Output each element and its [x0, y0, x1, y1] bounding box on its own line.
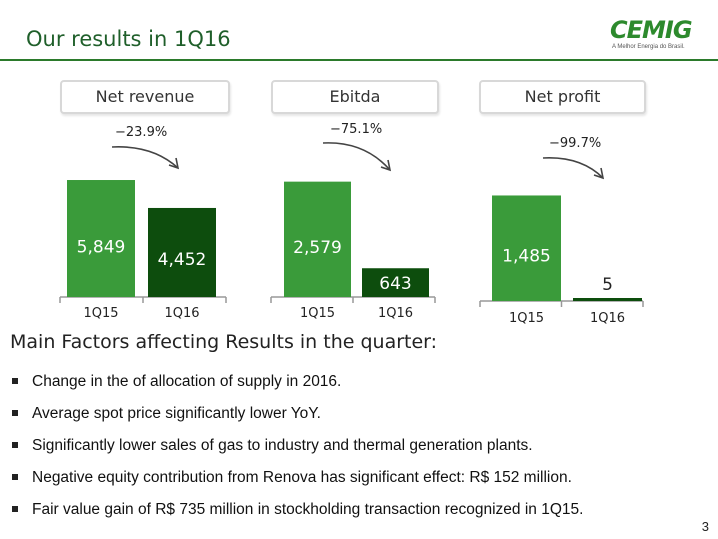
list-item: Negative equity contribution from Renova…: [12, 469, 583, 501]
list-item: Change in the of allocation of supply in…: [12, 373, 583, 405]
net-profit-value-label: 1,485: [502, 247, 551, 267]
results-bar-charts: 5,849 1Q15 4,452 1Q16 2,579 1Q15 643 1Q16 1,485 1…: [59, 142, 644, 326]
net-revenue-value-label: 5,849: [77, 237, 126, 257]
net-profit-arrowhead-icon: [593, 167, 605, 180]
net-profit-value-label: 5: [602, 275, 613, 295]
ebitda-category-label: 1Q16: [378, 306, 413, 321]
section-heading: Main Factors affecting Results in the qu…: [10, 331, 438, 353]
net-profit-category-label: 1Q15: [509, 311, 544, 326]
ebitda-category-label: 1Q15: [300, 306, 335, 321]
company-logo: CEMIG A Melhor Energia do Brasil.: [610, 16, 710, 56]
logo-tagline: A Melhor Energia do Brasil.: [612, 44, 685, 50]
bullet-icon: [12, 442, 18, 448]
net-revenue-change-arrow: [111, 146, 179, 169]
net-revenue-change-label: −23.9%: [115, 125, 168, 140]
ebitda-bar-1q15: [284, 181, 351, 297]
bullet-icon: [12, 410, 18, 416]
ebitda-value-label: 2,579: [293, 238, 342, 258]
ebitda-bar-1q16: [362, 268, 429, 297]
net-revenue-arrowhead-icon: [168, 157, 180, 170]
list-item: Fair value gain of R$ 735 million in sto…: [12, 501, 583, 533]
net-profit-bar-1q16: [573, 298, 642, 301]
net-revenue-bar-1q15: [67, 180, 135, 297]
list-item: Average spot price significantly lower Y…: [12, 405, 583, 437]
bullet-icon: [12, 474, 18, 480]
ebitda-change-label: −75.1%: [330, 122, 383, 137]
ebitda-change-arrow: [322, 142, 391, 171]
net-revenue-value-label: 4,452: [158, 250, 207, 270]
factors-list: Change in the of allocation of supply in…: [12, 373, 583, 533]
title-divider: [0, 59, 718, 61]
ebitda-header: Ebitda: [271, 80, 439, 114]
net-revenue-header: Net revenue: [60, 80, 230, 114]
ebitda-arrowhead-icon: [380, 159, 392, 172]
logo-wordmark: CEMIG: [610, 16, 693, 44]
net-profit-header: Net profit: [479, 80, 646, 114]
page-title: Our results in 1Q16: [26, 27, 231, 51]
net-profit-bar-1q15: [492, 195, 561, 301]
list-item: Significantly lower sales of gas to indu…: [12, 437, 583, 469]
net-revenue-bar-1q16: [148, 207, 216, 297]
net-profit-change-label: −99.7%: [549, 136, 602, 151]
net-revenue-category-label: 1Q15: [83, 306, 118, 321]
ebitda-value-label: 643: [379, 274, 411, 294]
bullet-icon: [12, 378, 18, 384]
net-revenue-category-label: 1Q16: [164, 306, 199, 321]
page-number: 3: [701, 519, 709, 534]
net-profit-change-arrow: [542, 157, 604, 179]
bullet-icon: [12, 506, 18, 512]
net-profit-category-label: 1Q16: [590, 311, 625, 326]
